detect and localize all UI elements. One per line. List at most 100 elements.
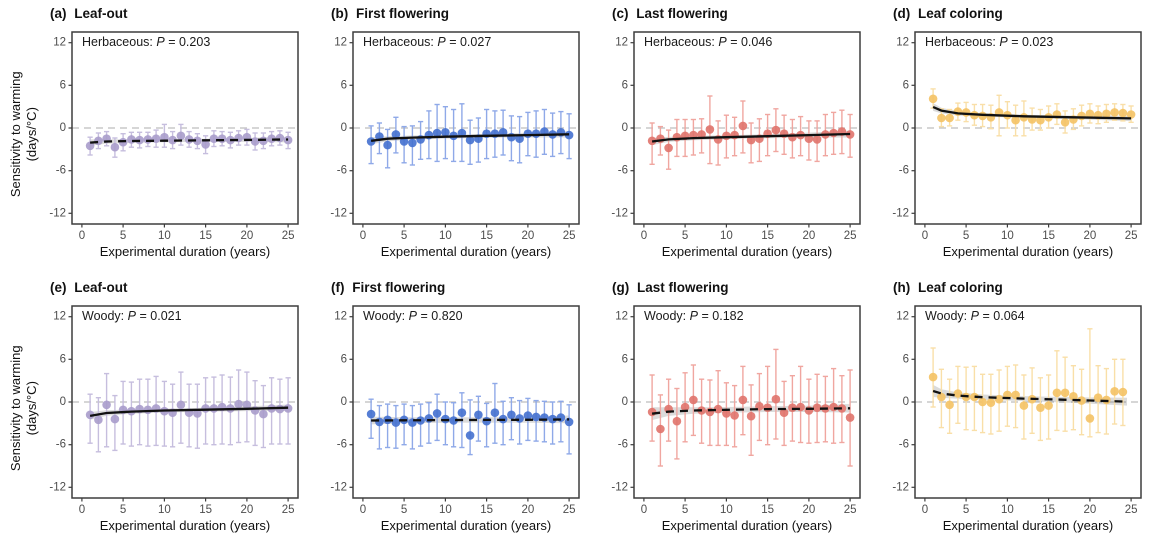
svg-text:0: 0 [641,504,647,516]
svg-text:12: 12 [53,37,66,49]
group-label: Herbaceous: [82,35,153,49]
svg-text:5: 5 [963,230,969,242]
equals-sign: = [982,309,990,323]
svg-text:10: 10 [158,230,171,242]
svg-text:0: 0 [622,122,628,134]
svg-text:6: 6 [903,79,909,91]
svg-text:6: 6 [341,79,347,91]
svg-text:12: 12 [896,311,909,323]
plot-canvas: 12 6 0 -6 -12 0 5 10 15 20 25 [330,305,580,516]
svg-text:0: 0 [79,504,85,516]
svg-text:15: 15 [480,504,493,516]
panel-letter: (c) [612,6,629,21]
group-label: Herbaceous: [925,35,996,49]
p-symbol: P [970,309,979,323]
chart-panel: (f) First flowering 12 6 0 -6 -12 0 5 10 15 20 25 … [317,274,598,548]
panel-letter: (e) [50,280,67,295]
equals-sign: = [1011,35,1019,49]
svg-text:25: 25 [844,230,857,242]
svg-text:0: 0 [622,396,628,408]
svg-text:-6: -6 [56,165,66,177]
y-axis-label-line1: Sensitivity to warming [7,71,23,198]
p-value: 0.182 [712,309,744,323]
plot-canvas: 12 6 0 -6 -12 0 5 10 15 20 25 [611,31,861,242]
plot-canvas: 12 6 0 -6 -12 0 5 10 15 20 25 [892,31,1142,242]
panel-title: (f) First flowering [331,280,598,302]
plot-canvas: 12 6 0 -6 -12 0 5 10 15 20 25 [611,305,861,516]
svg-text:5: 5 [120,230,126,242]
p-value: 0.046 [740,35,773,49]
svg-text:5: 5 [401,230,407,242]
svg-text:5: 5 [963,504,969,516]
svg-text:5: 5 [682,504,688,516]
svg-text:20: 20 [1084,504,1097,516]
group-label: Woody: [644,309,687,323]
p-value-annotation: Woody: P = 0.064 [925,309,1025,323]
panel-letter: (h) [893,280,911,295]
x-axis-label: Experimental duration (years) [380,518,552,533]
p-value: 0.021 [150,309,182,323]
x-axis-label: Experimental duration (years) [942,518,1114,533]
svg-text:12: 12 [615,311,628,323]
panel-title: (c) Last flowering [612,6,879,28]
chart-panel: (c) Last flowering 12 6 0 -6 -12 0 5 10 15 20 25 H… [598,0,879,274]
chart-panel: (g) Last flowering 12 6 0 -6 -12 0 5 10 15 20 25 W… [598,274,879,548]
svg-text:20: 20 [241,504,254,516]
svg-text:25: 25 [563,504,576,516]
p-symbol: P [408,309,417,323]
panel-letter: (f) [331,280,345,295]
panel-phase-title: Leaf coloring [914,6,1003,21]
svg-text:0: 0 [922,504,928,516]
group-label: Herbaceous: [644,35,715,49]
svg-text:6: 6 [60,353,66,365]
svg-text:12: 12 [53,311,66,323]
svg-text:15: 15 [761,504,774,516]
equals-sign: = [168,35,176,49]
y-axis-label-line2: (days/°C) [24,107,39,162]
chart-panel: (d) Leaf coloring 12 6 0 -6 -12 0 5 10 15 20 25 He… [879,0,1160,274]
svg-text:-12: -12 [330,207,347,219]
svg-text:-6: -6 [337,439,347,451]
svg-text:10: 10 [439,504,452,516]
svg-text:25: 25 [1125,504,1138,516]
svg-text:-12: -12 [611,481,628,493]
panel-phase-title: First flowering [348,280,446,295]
svg-text:12: 12 [896,37,909,49]
svg-text:10: 10 [1001,230,1014,242]
panel-title: (g) Last flowering [612,280,879,302]
svg-text:-6: -6 [899,439,909,451]
chart-panel: (a) Leaf-out 12 6 0 -6 -12 0 5 10 15 20 25 Herbace… [36,0,317,274]
chart-panel: (e) Leaf-out 12 6 0 -6 -12 0 5 10 15 20 25 Woody: … [36,274,317,548]
svg-text:20: 20 [803,230,816,242]
equals-sign: = [449,35,457,49]
svg-text:25: 25 [563,230,576,242]
panel-title: (b) First flowering [331,6,598,28]
svg-text:20: 20 [1084,230,1097,242]
svg-text:-6: -6 [337,165,347,177]
svg-text:0: 0 [641,230,647,242]
svg-text:15: 15 [480,230,493,242]
svg-text:0: 0 [341,122,347,134]
x-axis-label: Experimental duration (years) [99,244,271,259]
plot-canvas: 12 6 0 -6 -12 0 5 10 15 20 25 [49,305,299,516]
svg-text:6: 6 [622,353,628,365]
equals-sign: = [139,309,147,323]
svg-text:10: 10 [720,230,733,242]
p-symbol: P [689,309,698,323]
equals-sign: = [730,35,738,49]
svg-text:0: 0 [60,396,66,408]
svg-text:-6: -6 [899,165,909,177]
p-value-annotation: Woody: P = 0.021 [82,309,182,323]
svg-text:10: 10 [1001,504,1014,516]
svg-text:5: 5 [120,504,126,516]
svg-text:-6: -6 [56,439,66,451]
p-value-annotation: Woody: P = 0.182 [644,309,744,323]
svg-text:0: 0 [360,504,366,516]
panel-phase-title: Leaf-out [70,6,128,21]
row-woody: Sensitivity to warming (days/°C) (e) Lea… [0,274,1160,548]
svg-text:12: 12 [334,311,347,323]
svg-text:6: 6 [622,79,628,91]
x-axis-label: Experimental duration (years) [99,518,271,533]
p-value-annotation: Herbaceous: P = 0.046 [644,35,772,49]
x-axis-label: Experimental duration (years) [380,244,552,259]
